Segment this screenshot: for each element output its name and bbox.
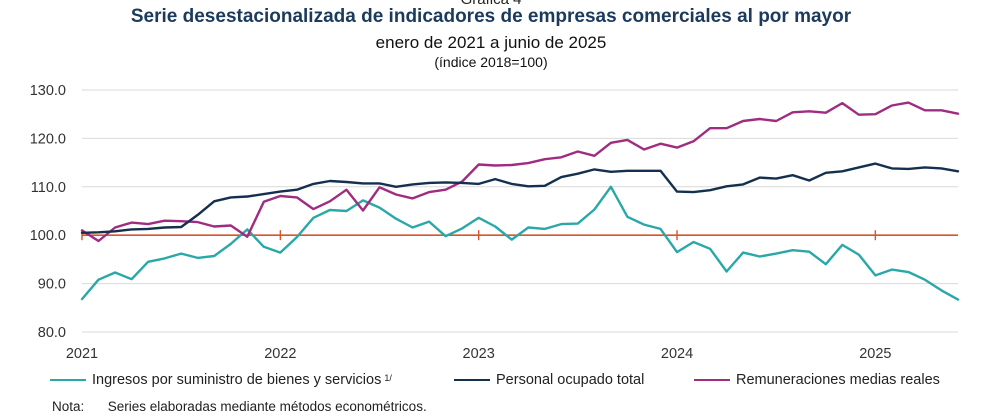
chart-number-label: Gráfica 4 <box>0 0 982 8</box>
series-line-ingresos <box>80 185 960 301</box>
y-tick-label-5: 130.0 <box>30 83 66 99</box>
chart-subtitle: enero de 2021 a junio de 2025 <box>375 33 607 52</box>
x-tick-label-4: 2025 <box>859 346 891 362</box>
legend-item-ingresos: Ingresos por suministro de bienes y serv… <box>50 372 392 388</box>
x-tick-label-2: 2023 <box>463 346 495 362</box>
x-tick-label-3: 2024 <box>661 346 693 362</box>
legend-item-personal: Personal ocupado total <box>454 372 644 388</box>
series-line-remuneraciones <box>80 101 960 243</box>
note-text: Series elaboradas mediante métodos econo… <box>107 399 427 414</box>
note-label: Nota: <box>52 399 85 414</box>
y-tick-label-0: 80.0 <box>38 325 66 341</box>
legend-label-personal: Personal ocupado total <box>496 372 645 388</box>
legend-footnote-ingresos: 1/ <box>384 373 392 383</box>
series-line-personal <box>80 162 960 235</box>
y-tick-label-3: 110.0 <box>31 180 66 196</box>
legend-item-remuneraciones: Remuneraciones medias reales <box>694 372 940 388</box>
y-tick-label-2: 100.0 <box>30 228 66 244</box>
y-tick-label-4: 120.0 <box>30 131 66 147</box>
footnote: Nota: Series elaboradas mediante métodos… <box>52 399 427 414</box>
legend-label-ingresos: Ingresos por suministro de bienes y serv… <box>92 372 382 388</box>
x-tick-label-1: 2022 <box>264 346 296 362</box>
legend-swatch-ingresos <box>50 379 86 381</box>
legend-label-remuneraciones: Remuneraciones medias reales <box>736 372 940 388</box>
legend-swatch-personal <box>454 379 490 381</box>
x-tick-label-0: 2021 <box>66 346 98 362</box>
y-tick-label-1: 90.0 <box>38 277 66 293</box>
chart-units: (índice 2018=100) <box>434 54 548 70</box>
chart-title: Serie desestacionalizada de indicadores … <box>130 6 852 27</box>
legend-swatch-remuneraciones <box>694 379 730 381</box>
